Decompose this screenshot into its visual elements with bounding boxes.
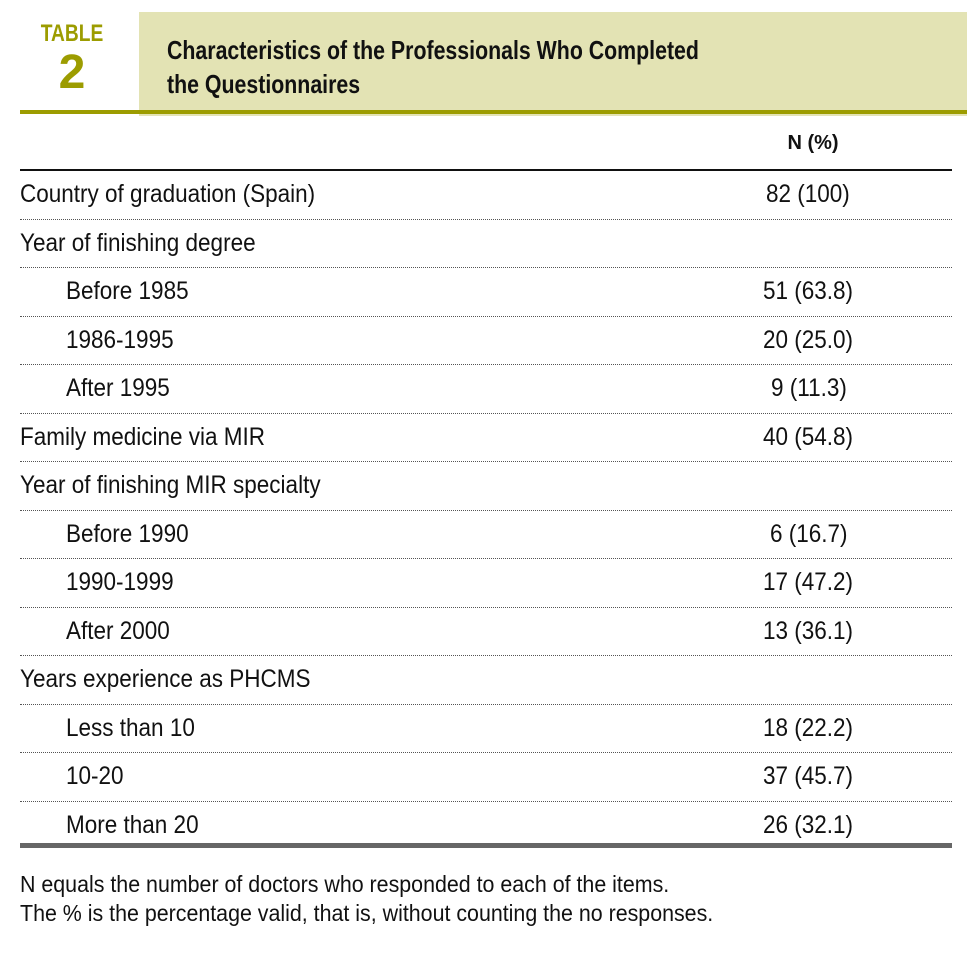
table-row: After 1995 9 (11.3) <box>20 365 952 414</box>
row-value: 6 (16.7) <box>713 520 913 549</box>
table-row: Before 1990 6 (16.7) <box>20 511 952 559</box>
header-rule <box>20 110 967 114</box>
row-label: After 1995 <box>20 374 713 403</box>
row-label-text: Years experience as PHCMS <box>20 665 311 694</box>
row-value: 51 (63.8) <box>713 277 913 306</box>
table-number: 2 <box>58 46 86 99</box>
table-row: Family medicine via MIR 40 (54.8) <box>20 414 952 462</box>
row-value-text: 6 (16.7) <box>769 519 848 548</box>
row-value: 37 (45.7) <box>713 762 913 791</box>
row-value-text: 18 (22.2) <box>762 713 854 742</box>
row-label-text: 10-20 <box>66 762 124 791</box>
row-label: Less than 10 <box>20 714 713 743</box>
row-value-text: 13 (36.1) <box>762 616 854 645</box>
row-value: 82 (100) <box>713 180 913 209</box>
row-label-text: Country of graduation (Spain) <box>20 180 316 209</box>
table-bottom-rule <box>20 843 952 848</box>
table-row: More than 20 26 (32.1) <box>20 802 952 850</box>
row-value <box>713 665 913 694</box>
row-label: More than 20 <box>20 811 713 840</box>
row-label: Before 1990 <box>20 520 713 549</box>
title-line-2: the Questionnaires <box>167 69 361 99</box>
title-line-1: Characteristics of the Professionals Who… <box>167 35 699 65</box>
row-label-text: Year of finishing degree <box>20 228 256 257</box>
row-value: 20 (25.0) <box>713 326 913 355</box>
row-label-text: After 1995 <box>66 374 170 403</box>
row-value-text: 17 (47.2) <box>762 568 854 597</box>
table-row: Years experience as PHCMS <box>20 656 952 705</box>
row-value-text: 9 (11.3) <box>770 374 847 403</box>
footnotes: N equals the number of doctors who respo… <box>20 870 857 928</box>
table-row: Before 1985 51 (63.8) <box>20 268 952 317</box>
row-value: 40 (54.8) <box>713 423 913 452</box>
table-label: TABLE <box>40 20 104 47</box>
table-row: Country of graduation (Spain) 82 (100) <box>20 171 952 220</box>
row-value: 18 (22.2) <box>713 714 913 743</box>
row-value-text: 82 (100) <box>766 180 851 209</box>
row-value <box>713 229 913 258</box>
row-value-text: 20 (25.0) <box>762 325 854 354</box>
row-value-text: 37 (45.7) <box>762 762 854 791</box>
row-value: 26 (32.1) <box>713 811 913 840</box>
row-label: Year of finishing MIR specialty <box>20 471 713 500</box>
row-label: Country of graduation (Spain) <box>20 180 713 209</box>
row-value: 9 (11.3) <box>713 374 913 403</box>
title-background <box>139 12 967 116</box>
table-row: 10-20 37 (45.7) <box>20 753 952 802</box>
row-value <box>713 471 913 500</box>
row-label: 1990-1999 <box>20 568 713 597</box>
table-body: Country of graduation (Spain) 82 (100) Yea… <box>20 171 952 849</box>
row-value: 13 (36.1) <box>713 617 913 646</box>
row-label: Year of finishing degree <box>20 229 713 258</box>
row-label: Before 1985 <box>20 277 713 306</box>
row-label-text: 1986-1995 <box>66 325 174 354</box>
row-label: Years experience as PHCMS <box>20 665 713 694</box>
row-label-text: 1990-1999 <box>66 568 174 597</box>
row-label-text: Year of finishing MIR specialty <box>20 471 321 500</box>
table-row: 1990-1999 17 (47.2) <box>20 559 952 608</box>
row-label-text: Before 1990 <box>66 519 189 548</box>
row-label: After 2000 <box>20 617 713 646</box>
table-row: 1986-1995 20 (25.0) <box>20 317 952 365</box>
table-row: Less than 10 18 (22.2) <box>20 705 952 753</box>
row-value-text: 51 (63.8) <box>762 277 854 306</box>
row-label: 10-20 <box>20 762 713 791</box>
row-label-text: More than 20 <box>66 810 199 839</box>
table-row: Year of finishing MIR specialty <box>20 462 952 511</box>
column-header: N (%) <box>787 132 839 154</box>
table-top-rule <box>20 169 952 171</box>
row-label: Family medicine via MIR <box>20 423 713 452</box>
row-label: 1986-1995 <box>20 326 713 355</box>
row-value-text: 40 (54.8) <box>762 422 854 451</box>
table-title: Characteristics of the Professionals Who… <box>167 33 905 101</box>
row-label-text: Before 1985 <box>66 277 189 306</box>
row-value-text: 26 (32.1) <box>762 810 854 839</box>
row-label-text: After 2000 <box>66 616 170 645</box>
table-row: Year of finishing degree <box>20 220 952 268</box>
row-value: 17 (47.2) <box>713 568 913 597</box>
row-label-text: Less than 10 <box>66 713 195 742</box>
table-row: After 2000 13 (36.1) <box>20 608 952 656</box>
row-label-text: Family medicine via MIR <box>20 422 266 451</box>
footnote: N equals the number of doctors who respo… <box>20 871 670 897</box>
footnote: The % is the percentage valid, that is, … <box>20 900 714 926</box>
